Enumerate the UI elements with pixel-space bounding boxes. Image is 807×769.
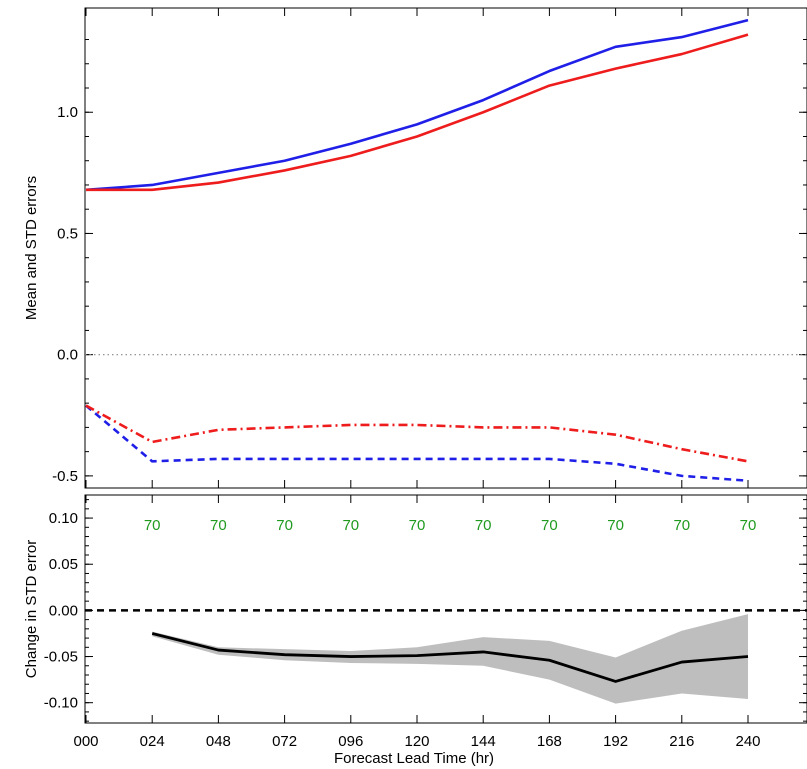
bottom-y-tick-labels: -0.10 -0.05 0.00 0.05 0.10 xyxy=(44,510,78,712)
bottom-series-group xyxy=(151,632,749,683)
top-y-tick-label: -0.5 xyxy=(52,468,78,485)
top-series-line xyxy=(85,404,749,463)
sample-count-label: 70 xyxy=(342,517,359,534)
bottom-y-tick-label: 0.00 xyxy=(49,602,78,619)
x-tick-label: 072 xyxy=(272,733,297,750)
top-y-tick-labels: -0.5 0.0 0.5 1.0 xyxy=(52,104,78,485)
bottom-axis-ticks xyxy=(85,495,807,723)
bottom-y-tick-label: -0.10 xyxy=(44,695,78,712)
x-tick-label: 120 xyxy=(404,733,429,750)
top-series-line xyxy=(85,404,749,483)
x-tick-label: 096 xyxy=(338,733,363,750)
x-tick-label: 216 xyxy=(669,733,694,750)
sample-count-label: 70 xyxy=(276,517,293,534)
top-y-tick-label: 1.0 xyxy=(57,104,78,121)
x-tick-label: 024 xyxy=(140,733,165,750)
bottom-y-tick-label: 0.10 xyxy=(49,510,78,527)
x-tick-label: 144 xyxy=(471,733,496,750)
top-y-tick-label: 0.0 xyxy=(57,347,78,364)
sample-count-label: 70 xyxy=(210,517,227,534)
top-series-line xyxy=(85,18,749,192)
bottom-y-axis-title: Change in STD error xyxy=(23,540,40,678)
sample-count-label: 70 xyxy=(144,517,161,534)
top-axis-ticks xyxy=(85,8,807,488)
sample-count-label: 70 xyxy=(607,517,624,534)
bottom-series-line xyxy=(151,632,749,683)
sample-count-label: 70 xyxy=(409,517,426,534)
top-y-tick-label: 0.5 xyxy=(57,225,78,242)
sample-count-label: 70 xyxy=(475,517,492,534)
bottom-y-tick-label: -0.05 xyxy=(44,649,78,666)
sample-count-label: 70 xyxy=(740,517,757,534)
x-tick-label: 000 xyxy=(73,733,98,750)
top-y-axis-title: Mean and STD errors xyxy=(23,176,40,320)
sample-count-label: 70 xyxy=(673,517,690,534)
count-labels-group: 70 70 70 70 70 70 70 70 70 70 xyxy=(144,517,756,534)
sample-count-label: 70 xyxy=(541,517,558,534)
x-tick-label: 192 xyxy=(603,733,628,750)
top-panel-frame xyxy=(84,7,807,489)
x-tick-label: 240 xyxy=(735,733,760,750)
bottom-y-tick-label: 0.05 xyxy=(49,556,78,573)
x-tick-label: 048 xyxy=(206,733,231,750)
x-tick-label: 168 xyxy=(537,733,562,750)
top-series-group xyxy=(85,18,749,483)
x-tick-labels: 000 024 048 072 096 120 144 168 192 216 240 xyxy=(73,733,760,750)
bottom-panel-frame xyxy=(84,494,807,724)
x-axis-title: Forecast Lead Time (hr) xyxy=(334,750,494,767)
top-series-line xyxy=(86,33,749,192)
uncertainty-band xyxy=(152,614,748,704)
